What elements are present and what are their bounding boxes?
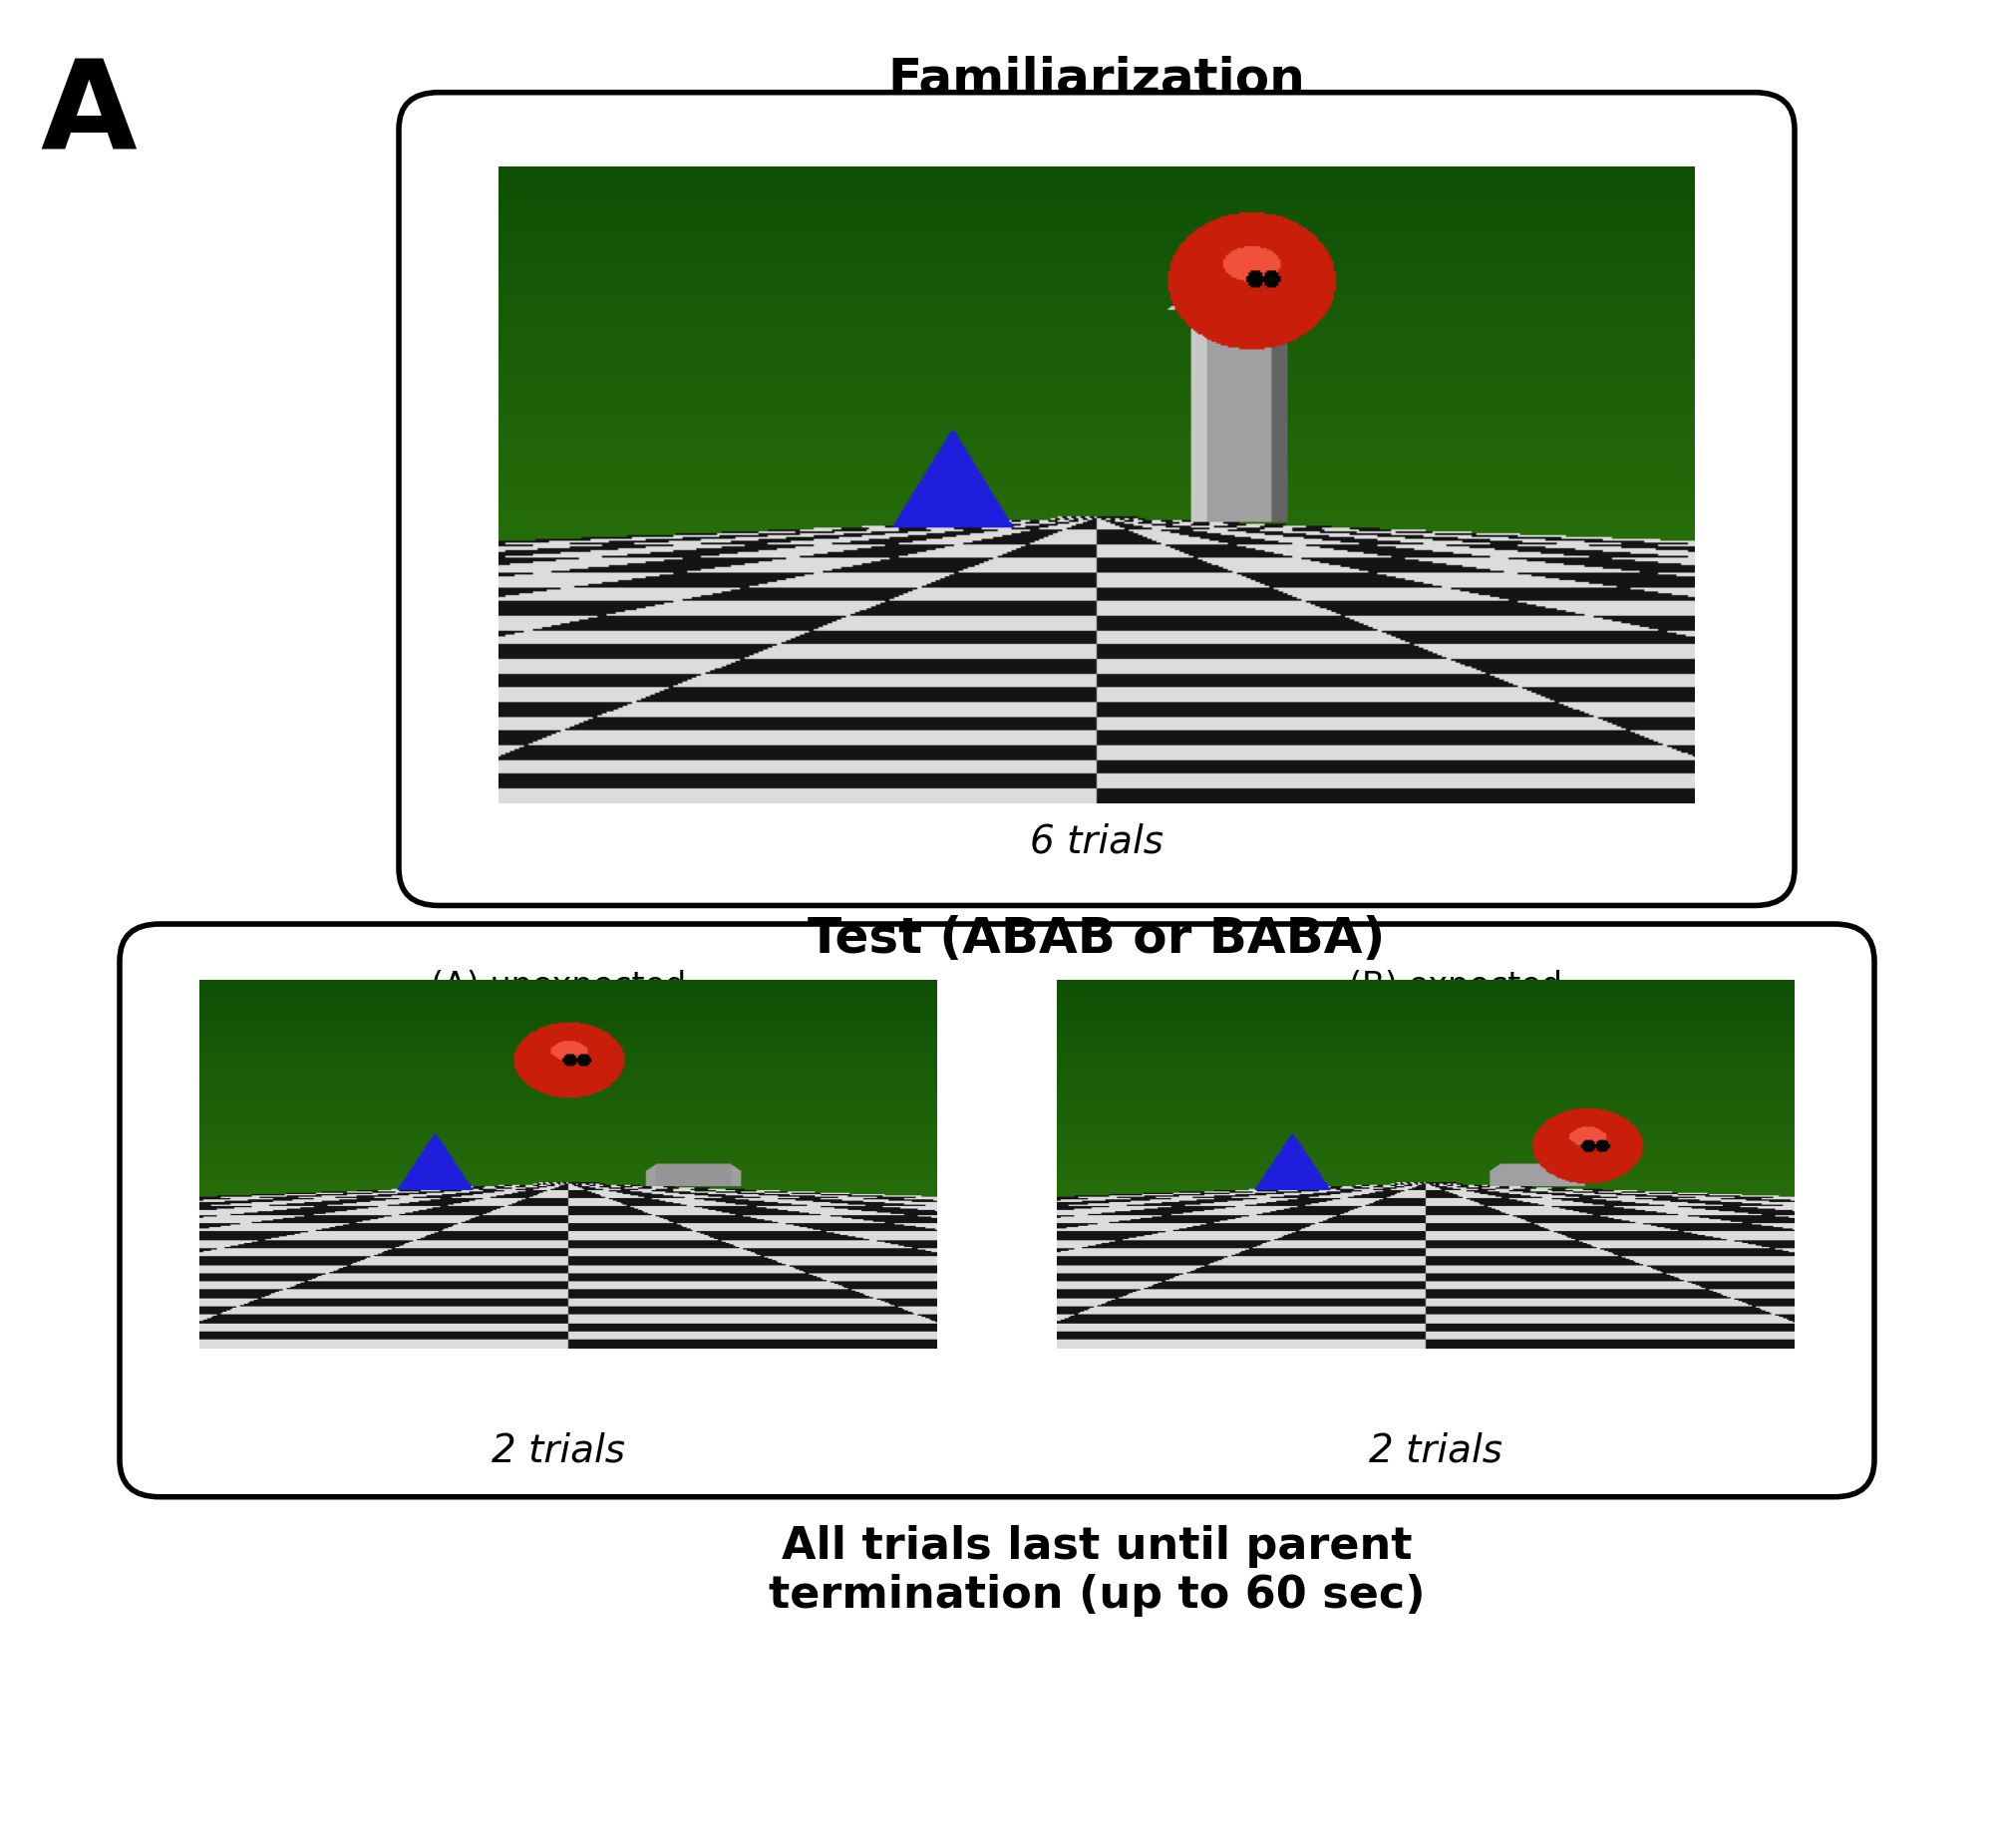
Text: Test (ABAB or BABA): Test (ABAB or BABA) <box>808 915 1386 963</box>
Text: 6 trials: 6 trials <box>1029 822 1164 859</box>
FancyBboxPatch shape <box>399 92 1795 906</box>
Text: A: A <box>40 55 136 176</box>
Text: (B) expected: (B) expected <box>1348 970 1563 1003</box>
Text: All trials last until parent
termination (up to 60 sec): All trials last until parent termination… <box>768 1525 1426 1617</box>
Text: 2 trials: 2 trials <box>1368 1432 1503 1469</box>
Text: Familiarization: Familiarization <box>887 55 1306 103</box>
Text: (A) unexpected: (A) unexpected <box>431 970 686 1003</box>
FancyBboxPatch shape <box>120 924 1874 1497</box>
Text: 2 trials: 2 trials <box>491 1432 626 1469</box>
